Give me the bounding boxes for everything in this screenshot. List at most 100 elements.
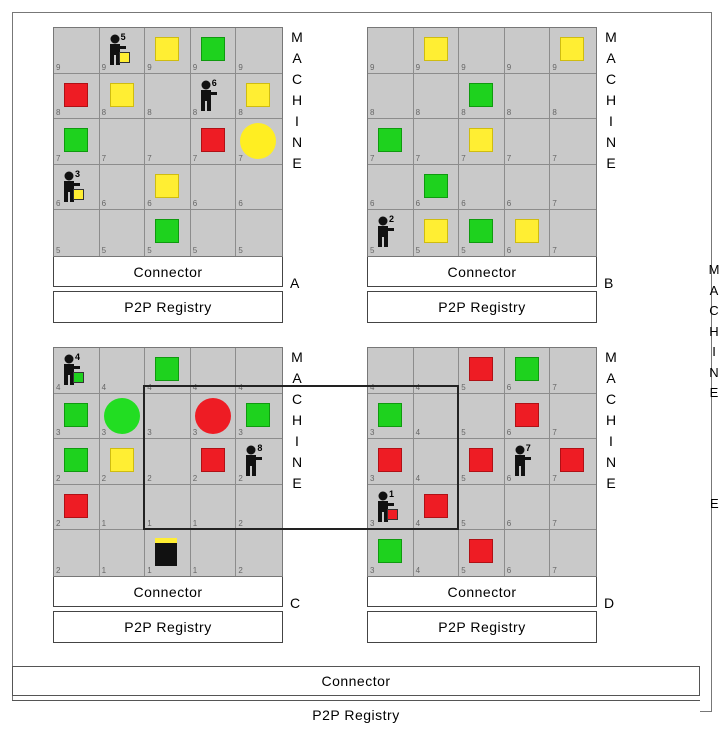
grid-cell: 5: [459, 484, 505, 531]
cell-level-number: 3: [238, 428, 243, 438]
grid-cell: 2: [145, 439, 191, 485]
grid-cell: 5: [459, 530, 505, 576]
green-square-item: [155, 357, 180, 381]
cell-level-number: 9: [192, 62, 198, 72]
cell-level-number: 7: [192, 153, 198, 163]
cell-level-number: 7: [552, 382, 557, 392]
machine-label-letter: C: [605, 391, 617, 407]
grid-cell: 8: [99, 73, 146, 120]
cell-level-number: 6: [506, 199, 512, 209]
machine-label-letter: C: [709, 303, 719, 318]
machine-letter-d: D: [604, 595, 615, 611]
cell-level-number: 7: [370, 153, 375, 163]
cell-level-number: 9: [506, 62, 512, 72]
grid-cell: 5: [459, 210, 505, 256]
grid-cell: 7: [190, 119, 237, 165]
grid-cell: 9: [236, 28, 282, 74]
grid-cell: 8: [145, 73, 191, 120]
machine-label-letter: C: [291, 71, 303, 87]
grid-cell: 2: [99, 439, 146, 485]
grid-cell: 7: [145, 119, 191, 165]
cell-level-number: 2: [238, 565, 243, 575]
yellow-square-item: [109, 448, 134, 473]
machine-letter-b: B: [604, 275, 614, 291]
machine-letter-e: E: [710, 496, 719, 511]
cell-level-number: 2: [56, 473, 61, 483]
agent-icon: 8: [242, 443, 272, 479]
grid-cell: 2: [54, 484, 100, 531]
cell-level-number: 6: [192, 199, 198, 209]
cell-level-number: 4: [415, 382, 421, 392]
machine-label-letter: H: [709, 323, 719, 339]
registry-machine-a: P2P Registry: [53, 291, 283, 323]
agent-number: 1: [389, 488, 395, 499]
yellow-circle-item: [240, 123, 277, 160]
grid-cell: 4: [414, 530, 460, 576]
machine-label-letter: H: [291, 412, 303, 428]
machine-label-letter: C: [291, 391, 303, 407]
grid-cell: 2: [190, 439, 237, 485]
cell-level-number: 6: [101, 199, 107, 209]
green-circle-item: [103, 397, 140, 434]
grid-cell: 7: [550, 485, 596, 531]
grid-cell: 7: [99, 119, 146, 165]
registry-machine-d: P2P Registry: [367, 611, 597, 643]
grid-cell: 7: [550, 165, 596, 211]
cell-level-number: 5: [461, 382, 466, 392]
cell-level-number: 7: [238, 153, 243, 163]
cell-level-number: 4: [147, 382, 152, 392]
grid-cell: 5: [145, 210, 191, 256]
grid-cell: 4: [413, 484, 460, 531]
grid-cell: 9: [190, 28, 237, 74]
green-square-item: [200, 37, 225, 61]
connector-machine-e: Connector: [12, 666, 700, 696]
yellow-square-item: [514, 219, 539, 244]
grid-cell: 7: [368, 119, 414, 165]
machine-label-letter: I: [712, 344, 716, 359]
cell-level-number: 8: [238, 108, 243, 118]
shared-region-outline: [143, 385, 459, 530]
green-square-item: [64, 448, 88, 473]
cell-level-number: 3: [101, 428, 107, 438]
cell-level-number: 4: [415, 565, 421, 575]
red-square-item: [200, 128, 225, 153]
cell-level-number: 9: [56, 62, 61, 72]
grid-cell: 4: [236, 348, 282, 394]
cell-level-number: 3: [192, 428, 198, 438]
cell-level-number: 5: [415, 245, 421, 255]
cell-level-number: 3: [370, 428, 375, 438]
red-square-item: [423, 493, 448, 518]
yellow-carried-box: [118, 52, 130, 63]
grid-cell: 6: [504, 348, 551, 394]
cell-level-number: 9: [238, 62, 243, 72]
grid-cell: 7: [504, 119, 551, 165]
grid-cell: 6: [504, 393, 551, 440]
cell-level-number: 1: [101, 565, 107, 575]
grid-cell: 3: [368, 530, 414, 576]
grid-cell: 3: [99, 393, 146, 440]
cell-level-number: 5: [461, 519, 466, 529]
yellow-carried-box: [73, 188, 84, 200]
cell-level-number: 6: [506, 245, 512, 255]
grid-cell: 6: [236, 165, 282, 211]
green-square-item: [64, 402, 88, 427]
grid-cell: 4: [145, 348, 191, 394]
grid-cell: 8: [54, 73, 100, 120]
yellow-square-item: [560, 37, 585, 61]
cell-level-number: 7: [101, 153, 107, 163]
grid-cell: 5: [414, 210, 460, 256]
cell-level-number: 6: [506, 428, 512, 438]
grid-cell: 9: [54, 28, 100, 74]
cell-level-number: 9: [461, 62, 466, 72]
red-square-item: [200, 448, 225, 473]
machine-letter-c: C: [290, 595, 301, 611]
grid-cell: 6: [459, 164, 505, 211]
cell-level-number: 7: [506, 153, 512, 163]
